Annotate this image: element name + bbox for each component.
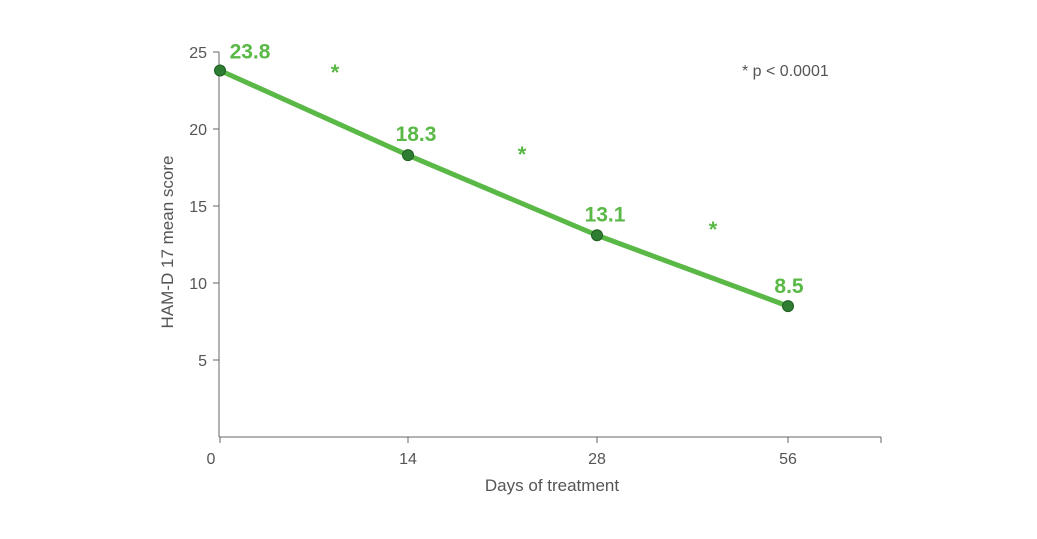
- y-tick-label: 15: [189, 199, 207, 216]
- data-label: 8.5: [774, 275, 804, 298]
- y-tick-label: 5: [198, 353, 207, 370]
- x-axis-title: Days of treatment: [485, 476, 619, 495]
- data-point: [591, 229, 603, 242]
- data-label: 13.1: [585, 203, 626, 226]
- axes: [218, 52, 882, 443]
- series-line: [217, 67, 791, 309]
- data-point: [214, 64, 226, 77]
- data-point: [402, 149, 414, 162]
- y-tick-label: 25: [189, 45, 207, 62]
- y-tick-label: 20: [189, 122, 207, 139]
- data-label: 18.3: [396, 123, 437, 146]
- x-tick-label: 0: [207, 451, 216, 468]
- y-axis-title: HAM-D 17 mean score: [158, 156, 177, 329]
- x-axis-ticks: 0 14 28 56: [207, 437, 797, 468]
- data-label: 23.8: [230, 40, 271, 63]
- significance-star: *: [518, 142, 527, 167]
- significance-markers: * * *: [331, 60, 718, 242]
- series-layer: [214, 64, 794, 313]
- data-point: [782, 300, 794, 313]
- significance-star: *: [709, 217, 718, 242]
- x-tick-label: 14: [399, 451, 417, 468]
- x-tick-label: 28: [588, 451, 606, 468]
- significance-star: *: [331, 60, 340, 85]
- data-labels: 23.8 18.3 13.1 8.5: [230, 40, 804, 298]
- y-axis-ticks: 5 10 15 20 25: [189, 45, 219, 370]
- y-tick-label: 10: [189, 276, 207, 293]
- x-tick-label: 56: [779, 451, 797, 468]
- significance-note: * p < 0.0001: [742, 63, 829, 80]
